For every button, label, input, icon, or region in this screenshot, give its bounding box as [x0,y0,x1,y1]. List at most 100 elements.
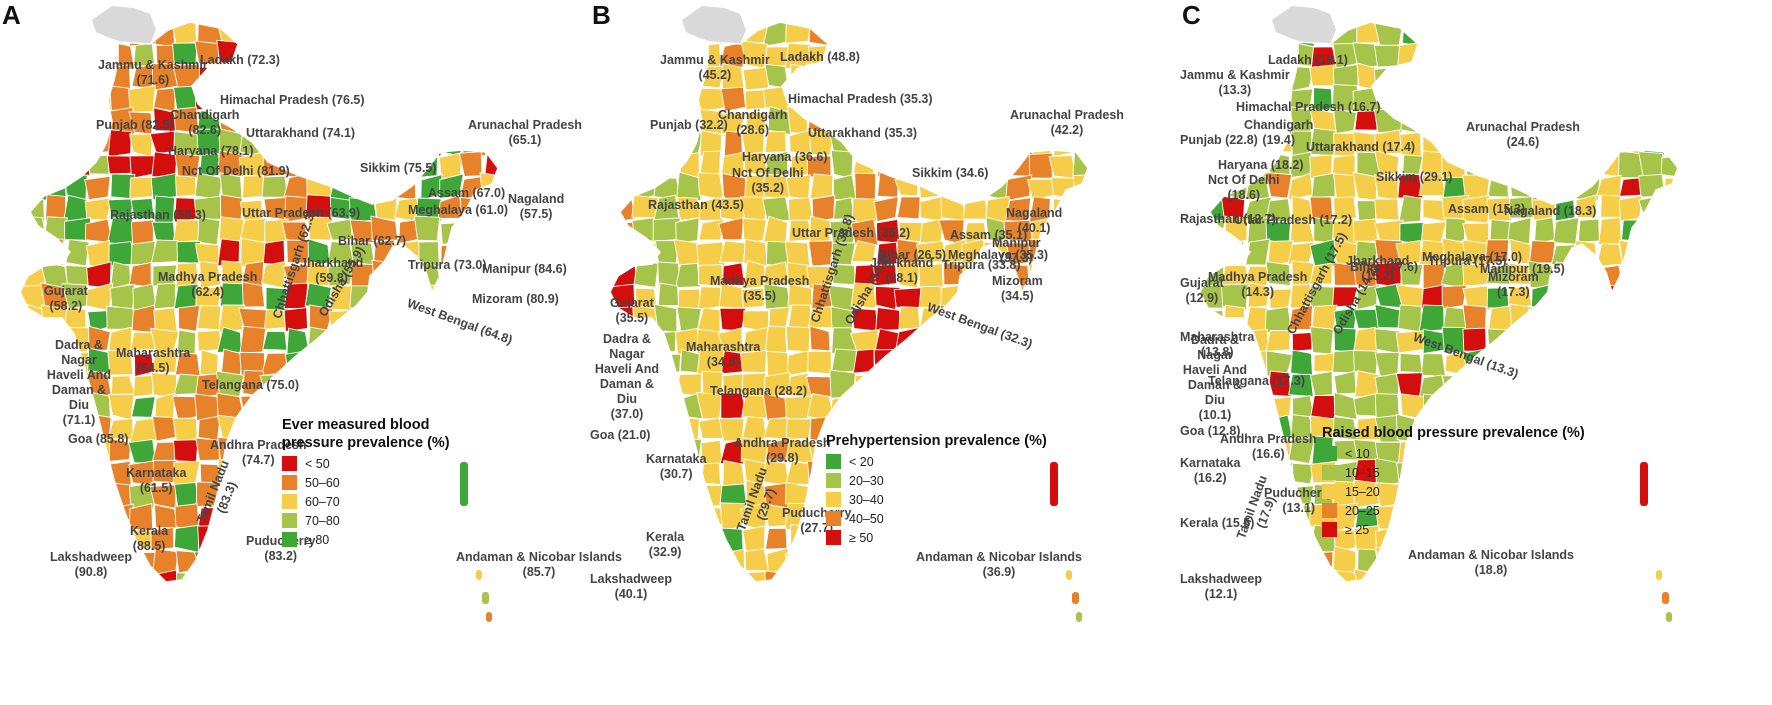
district-cell [130,197,155,220]
region-label: Punjab (82.5) [96,118,174,133]
district-cell [873,196,899,223]
region-label: Nct Of Delhi (18.6) [1208,173,1280,203]
region-label: Dadra & Nagar Haveli And Daman & Diu (71.… [44,338,114,428]
region-name: Uttarakhand [1306,140,1379,154]
district-cell [919,42,943,65]
district-cell [942,592,963,618]
district-cell [784,395,814,421]
district-cell [1683,284,1711,308]
district-cell [939,22,968,23]
district-cell [20,546,48,574]
region-value: (10.1) [1198,408,1232,422]
district-cell [484,39,498,68]
district-cell [740,22,768,23]
district-cell [1461,85,1491,113]
legend: Prehypertension prevalence (%) < 20 20–30 3… [826,432,1047,545]
district-cell [695,547,722,573]
district-cell [1575,326,1601,355]
district-cell [1572,568,1602,582]
district-cell [1399,263,1424,286]
district-cell [1683,172,1710,200]
district-cell [634,85,657,112]
district-cell [1574,151,1601,178]
district-cell [850,218,879,246]
district-cell [963,108,990,134]
district-cell [1352,326,1379,354]
region-name: Gujarat [44,284,88,298]
district-cell [1072,375,1088,398]
district-cell [761,22,791,25]
district-cell [326,218,353,241]
district-cell [1577,86,1597,114]
district-cell [1461,63,1491,92]
district-cell [395,176,417,201]
district-cell [349,569,374,582]
district-cell [1200,108,1205,132]
district-cell [372,43,395,69]
district-cell [1461,42,1490,70]
district-cell [1054,63,1078,87]
district-cell [195,593,222,616]
legend-label: ≥ 50 [849,530,874,545]
district-cell [875,307,900,331]
district-cell [304,39,334,68]
district-cell [479,524,498,551]
district-cell [1003,65,1033,91]
region-name: Maharashtra [116,346,191,360]
district-cell [610,527,636,550]
district-cell [1683,396,1707,417]
region-label: Dadra & Nagar Haveli And Daman & Diu (10.… [1180,333,1250,423]
region-value: (78.1) [220,144,254,158]
district-cell [20,569,26,582]
district-cell [1487,328,1513,356]
region-name: Dadra & Nagar Haveli And Daman & Diu [594,332,660,406]
district-cell [1005,395,1032,422]
district-cell [1288,568,1315,582]
district-cell [1333,173,1357,200]
district-cell [851,197,879,224]
district-cell [1029,348,1054,375]
district-cell [1374,219,1404,242]
district-cell [1048,22,1075,48]
region-value: (36.6) [794,150,828,164]
district-cell [1638,438,1667,465]
district-cell [984,22,1010,23]
region-name: Sikkim [1376,170,1417,184]
district-cell [764,593,787,617]
district-cell [940,394,963,420]
district-cell [1662,307,1678,331]
district-cell [1484,239,1510,266]
district-cell [807,552,833,574]
district-cell [1287,241,1316,265]
region-value: (43.5) [711,198,744,212]
district-cell [415,22,442,23]
district-cell [371,303,397,334]
district-cell [20,595,45,619]
district-cell [307,569,330,582]
district-cell [1051,261,1075,286]
district-cell [458,505,486,528]
district-cell [1665,129,1678,157]
india-outline [1199,21,1679,583]
district-cell [1593,397,1622,420]
district-cell [1198,0,1226,20]
district-cell [1048,22,1077,23]
district-cell [483,150,498,180]
region-label: Karnataka (16.2) [1180,456,1240,486]
region-name: Puducherry [246,534,316,548]
district-cell [830,0,854,21]
district-cell [1510,593,1532,615]
district-cell [942,349,965,377]
district-cell [352,22,378,24]
district-cell [740,416,767,443]
district-cell [852,0,877,21]
district-cell [325,22,352,46]
region-name: Meghalaya [1422,250,1486,264]
district-cell [964,63,987,92]
district-cell [855,569,877,582]
district-cell [1097,351,1120,375]
region-name: Punjab [96,118,138,132]
district-cell [464,64,487,92]
district-cell [982,351,1007,375]
district-cell [128,261,152,288]
